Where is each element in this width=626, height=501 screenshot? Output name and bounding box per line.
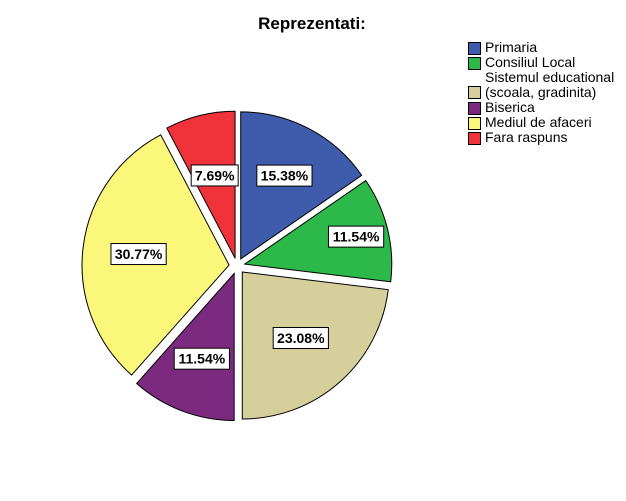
legend-item-fara-raspuns: Fara raspuns [468,130,624,145]
legend-label: Primaria [485,39,538,55]
slice-data-label-box [272,327,329,350]
slice-data-label-box [110,243,167,266]
slice-data-label-text: 11.54% [178,351,225,367]
slice-data-label-text: 15.38% [261,168,309,184]
legend-swatch-mediul-de-afaceri [468,117,481,130]
slice-data-label-text: 30.77% [115,246,163,262]
slice-data-label-box [327,225,385,248]
legend-item-primaria: Primaria [468,40,624,55]
slice-data-label: 7.69% [190,164,239,187]
legend-swatch-fara-raspuns [468,132,481,145]
slice-data-label: 11.54% [173,347,230,370]
legend-item-mediul-de-afaceri: Mediul de afaceri [468,115,624,130]
chart-title: Reprezentati: [0,14,626,34]
legend-item-sistemul-educational: Sistemul educational (scoala, gradinita) [468,70,624,100]
legend-swatch-sistemul-educational [468,86,481,99]
pie-slice-biserica [135,272,235,421]
legend-label: Consiliul Local [485,54,576,70]
slice-data-label: 15.38% [256,164,313,187]
slice-data-label: 30.77% [110,243,167,266]
slice-data-label-box [256,164,313,187]
slice-data-label: 11.54% [327,225,385,248]
legend-label: Fara raspuns [485,129,568,145]
slice-data-label: 23.08% [272,327,329,350]
legend-swatch-consiliul-local [468,57,481,70]
legend-label: Mediul de afaceri [485,114,592,130]
slice-data-label-box [190,164,239,187]
legend-label: Sistemul educational (scoala, gradinita) [485,69,615,100]
legend-item-consiliul-local: Consiliul Local [468,55,624,70]
legend-item-biserica: Biserica [468,100,624,115]
slice-data-label-text: 23.08% [277,330,325,346]
chart-title-text: Reprezentati: [258,14,366,33]
slice-data-label-text: 7.69% [195,167,235,183]
slice-data-label-text: 11.54% [333,229,380,245]
legend-label: Biserica [485,99,535,115]
legend: Primaria Consiliul Local Sistemul educat… [468,40,624,145]
slice-data-label-box [173,347,230,370]
legend-swatch-biserica [468,102,481,115]
legend-swatch-primaria [468,42,481,55]
pie-slice-consiliul [243,179,393,283]
